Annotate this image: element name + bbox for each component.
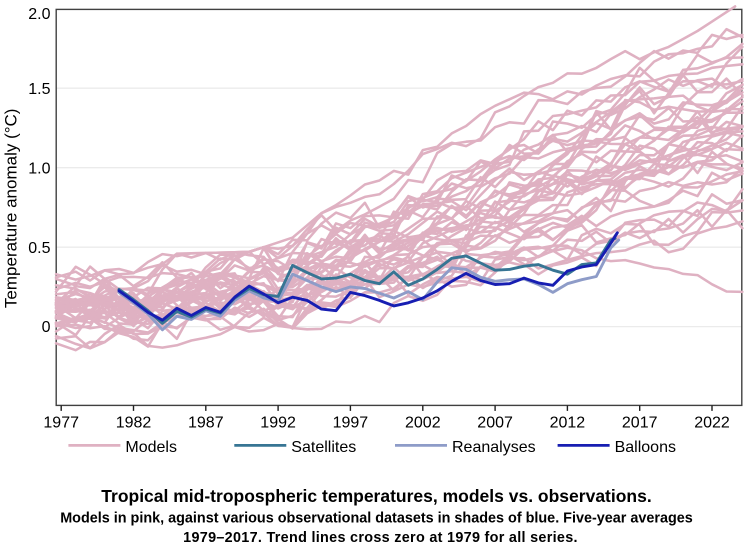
svg-text:2012: 2012 (550, 415, 586, 432)
svg-text:Tropical mid-tropospheric temp: Tropical mid-tropospheric temperatures, … (101, 486, 651, 506)
svg-text:2.0: 2.0 (28, 6, 50, 23)
svg-text:1979–2017. Trend lines cross z: 1979–2017. Trend lines cross zero at 197… (183, 530, 578, 546)
svg-text:1997: 1997 (333, 415, 369, 432)
svg-text:1982: 1982 (116, 415, 152, 432)
svg-text:2002: 2002 (405, 415, 441, 432)
svg-text:2022: 2022 (694, 415, 730, 432)
svg-text:1992: 1992 (260, 415, 296, 432)
svg-text:Models in pink, against variou: Models in pink, against various observat… (60, 511, 693, 527)
svg-text:0: 0 (42, 319, 51, 336)
svg-text:2007: 2007 (477, 415, 513, 432)
svg-text:2017: 2017 (622, 415, 658, 432)
svg-text:1987: 1987 (188, 415, 224, 432)
svg-text:1.5: 1.5 (28, 81, 50, 98)
svg-text:Satellites: Satellites (291, 439, 356, 456)
svg-text:0.5: 0.5 (28, 240, 50, 257)
svg-text:Temperature anomaly (°C): Temperature anomaly (°C) (1, 109, 20, 309)
svg-text:1.0: 1.0 (28, 160, 50, 177)
svg-text:Balloons: Balloons (615, 439, 676, 456)
svg-text:1977: 1977 (43, 415, 79, 432)
svg-text:Models: Models (125, 439, 177, 456)
svg-text:Reanalyses: Reanalyses (452, 439, 536, 456)
